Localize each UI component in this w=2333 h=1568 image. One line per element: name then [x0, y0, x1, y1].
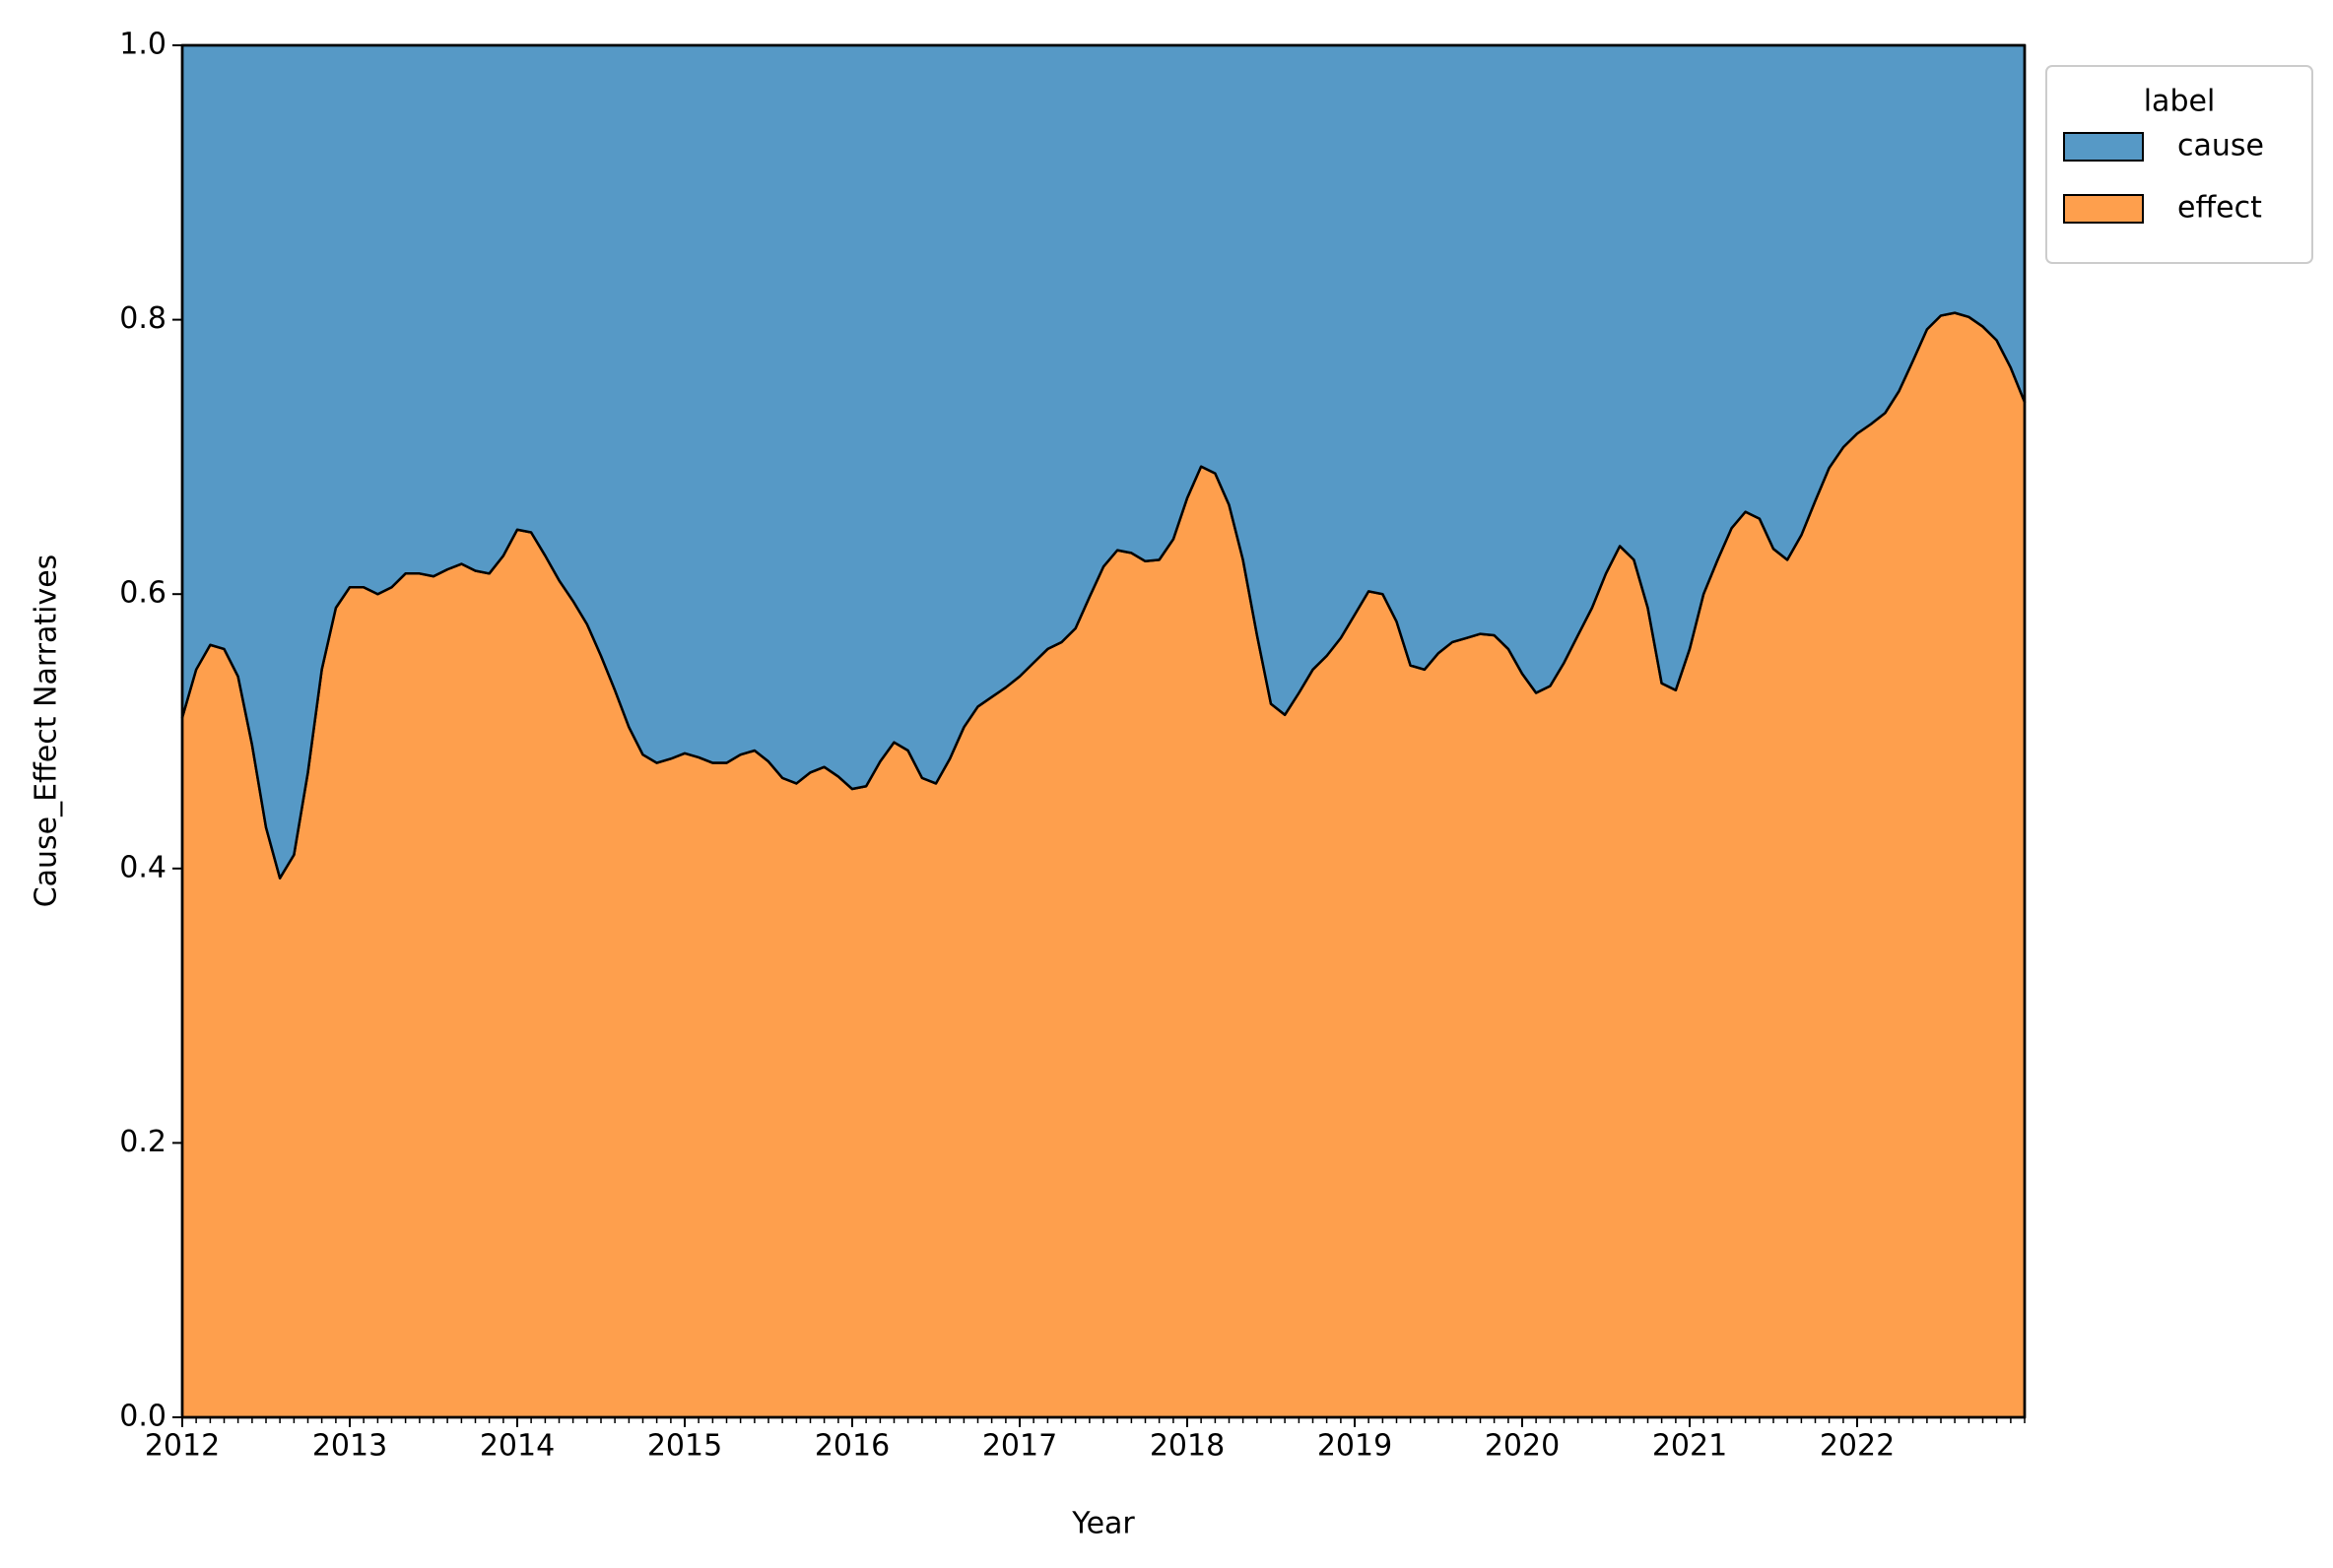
x-tick-label: 2017	[982, 1429, 1057, 1464]
legend-swatch	[2063, 194, 2144, 224]
y-tick-label: 0.0	[119, 1400, 167, 1434]
x-tick-label: 2022	[1820, 1429, 1895, 1464]
x-tick-label: 2021	[1652, 1429, 1727, 1464]
x-tick-label: 2012	[145, 1429, 220, 1464]
x-tick-label: 2013	[312, 1429, 387, 1464]
y-tick-label: 0.2	[119, 1125, 167, 1159]
y-tick-label: 0.8	[119, 301, 167, 336]
x-axis-label: Year	[1071, 1507, 1135, 1541]
legend-swatch	[2063, 132, 2144, 162]
y-axis-label: Cause_Effect Narratives	[30, 555, 64, 908]
x-tick-label: 2014	[480, 1429, 555, 1464]
legend-label: effect	[2177, 191, 2262, 226]
x-tick-label: 2020	[1485, 1429, 1560, 1464]
y-tick-label: 0.6	[119, 576, 167, 611]
y-tick-label: 1.0	[119, 28, 167, 62]
x-tick-label: 2015	[647, 1429, 722, 1464]
x-tick-label: 2019	[1317, 1429, 1392, 1464]
legend-title: label	[2144, 85, 2216, 119]
y-tick-label: 0.4	[119, 850, 167, 884]
legend-label: cause	[2177, 129, 2264, 163]
x-tick-label: 2018	[1150, 1429, 1225, 1464]
x-tick-label: 2016	[815, 1429, 890, 1464]
